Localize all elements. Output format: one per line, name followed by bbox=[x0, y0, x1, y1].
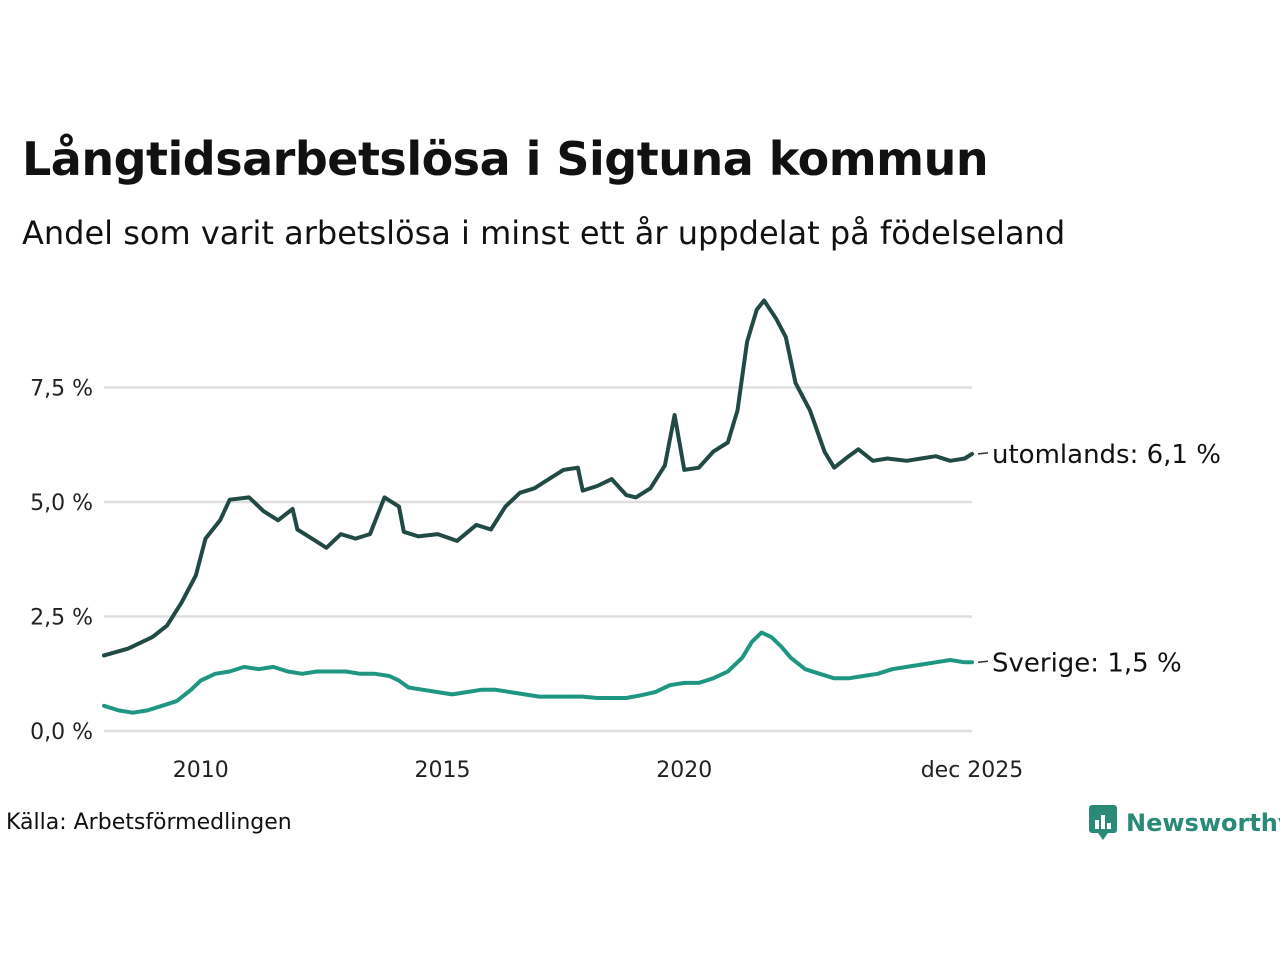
series-line-sverige bbox=[102, 630, 974, 715]
series-lines bbox=[102, 298, 974, 715]
end-labels: utomlands: 6,1 % Sverige: 1,5 % bbox=[977, 440, 1221, 678]
chart-title: Långtidsarbetslösa i Sigtuna kommun bbox=[22, 132, 989, 186]
x-axis-ticks: 2010 2015 2020 dec 2025 bbox=[173, 758, 1024, 783]
brand-name: Newsworthy bbox=[1126, 809, 1280, 837]
source-note: Källa: Arbetsförmedlingen bbox=[6, 810, 292, 835]
brand-logo[interactable]: Newsworthy bbox=[1088, 804, 1280, 842]
y-tick-label: 5,0 % bbox=[30, 491, 93, 516]
x-tick-label: 2020 bbox=[656, 758, 712, 783]
end-label-sverige: Sverige: 1,5 % bbox=[992, 648, 1182, 678]
newsworthy-icon bbox=[1089, 805, 1117, 840]
chart-subtitle: Andel som varit arbetslösa i minst ett å… bbox=[22, 214, 1066, 252]
x-tick-label: dec 2025 bbox=[921, 758, 1024, 783]
end-label-connector bbox=[977, 452, 989, 455]
y-tick-label: 7,5 % bbox=[30, 377, 93, 402]
end-label-connector bbox=[977, 660, 989, 664]
y-axis-ticks: 0,0 % 2,5 % 5,0 % 7,5 % bbox=[30, 377, 93, 746]
x-tick-label: 2010 bbox=[173, 758, 229, 783]
end-label-utomlands: utomlands: 6,1 % bbox=[992, 440, 1221, 470]
gridlines bbox=[104, 386, 972, 733]
y-tick-label: 2,5 % bbox=[30, 606, 93, 631]
series-line-utomlands bbox=[102, 298, 974, 658]
y-tick-label: 0,0 % bbox=[30, 720, 93, 745]
x-tick-label: 2015 bbox=[414, 758, 470, 783]
